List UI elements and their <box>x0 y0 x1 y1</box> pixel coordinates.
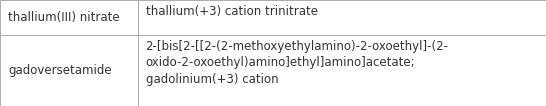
Text: thallium(III) nitrate: thallium(III) nitrate <box>8 11 120 24</box>
Text: 2-[bis[2-[[2-(2-methoxyethylamino)-2-oxoethyl]-(2-
oxido-2-oxoethyl)amino]ethyl]: 2-[bis[2-[[2-(2-methoxyethylamino)-2-oxo… <box>146 40 449 86</box>
Text: gadoversetamide: gadoversetamide <box>8 64 111 77</box>
Text: thallium(+3) cation trinitrate: thallium(+3) cation trinitrate <box>146 5 318 18</box>
